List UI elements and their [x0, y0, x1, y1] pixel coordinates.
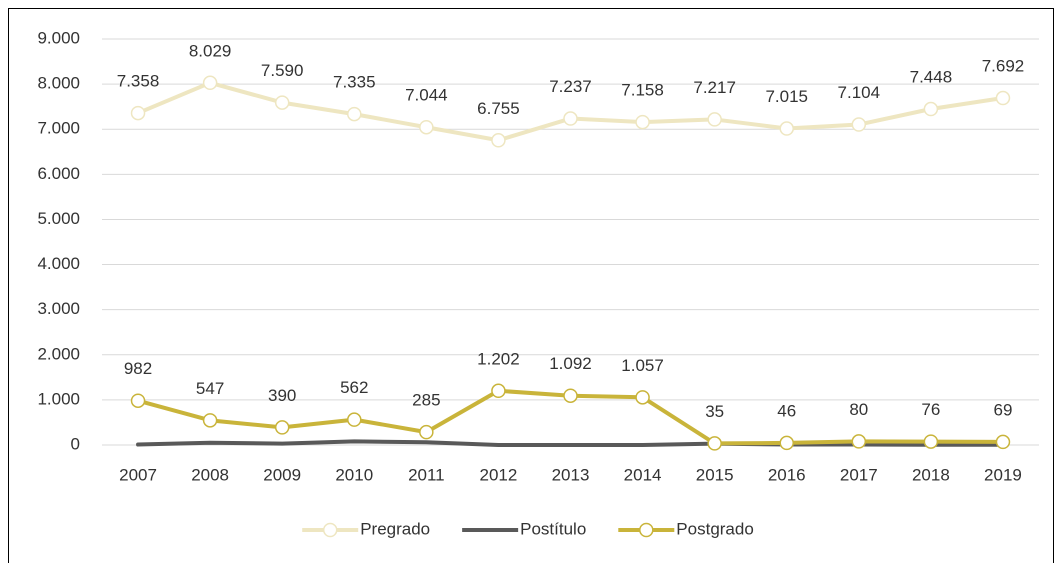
x-tick-label: 2010 [335, 465, 373, 484]
data-label: 7.217 [693, 78, 736, 97]
data-label: 547 [196, 379, 224, 398]
point-marker [635, 390, 650, 405]
data-label: 7.104 [838, 83, 881, 102]
point-marker [995, 90, 1011, 106]
point-marker [923, 434, 939, 449]
data-label: 1.057 [621, 356, 664, 375]
point-marker [202, 75, 218, 91]
point-marker [491, 133, 506, 148]
x-tick-label: 2019 [984, 465, 1022, 484]
chart-border [8, 8, 1054, 563]
x-tick-label: 2009 [263, 465, 301, 484]
data-label: 6.755 [477, 99, 520, 118]
data-label: 7.335 [333, 73, 376, 92]
y-tick-label: 9.000 [37, 28, 80, 47]
point-marker [419, 119, 434, 135]
data-label: 1.202 [477, 349, 520, 368]
data-label: 46 [777, 401, 796, 420]
point-marker [779, 121, 794, 136]
data-label: 69 [994, 400, 1013, 419]
data-label: 7.237 [549, 77, 592, 96]
legend-marker [322, 522, 338, 538]
data-label: 35 [705, 402, 724, 421]
point-marker [347, 412, 362, 427]
data-label: 80 [849, 400, 868, 419]
point-marker [707, 112, 722, 127]
data-label: 7.358 [117, 72, 160, 91]
point-marker [563, 111, 578, 126]
point-marker [202, 413, 218, 428]
x-tick-label: 2007 [119, 465, 157, 484]
data-label: 1.092 [549, 354, 592, 373]
y-tick-label: 5.000 [37, 209, 80, 228]
point-marker [491, 383, 506, 399]
point-marker [635, 114, 650, 130]
legend-label: Pregrado [360, 519, 430, 538]
data-label: 285 [412, 391, 440, 410]
x-tick-label: 2011 [408, 465, 445, 484]
point-marker [923, 101, 939, 117]
y-tick-label: 2.000 [37, 344, 80, 363]
data-label: 7.158 [621, 81, 664, 100]
y-tick-label: 3.000 [37, 299, 80, 318]
data-label: 8.029 [189, 41, 232, 60]
data-label: 7.448 [910, 67, 953, 86]
data-label: 982 [124, 359, 152, 378]
point-marker [851, 434, 867, 449]
data-label: 390 [268, 386, 296, 405]
legend-label: Postítulo [520, 519, 586, 538]
x-tick-label: 2017 [840, 465, 878, 484]
x-tick-label: 2012 [480, 465, 518, 484]
y-tick-label: 8.000 [37, 74, 80, 93]
point-marker [274, 95, 290, 110]
point-marker [419, 424, 434, 440]
legend-label: Postgrado [676, 519, 754, 538]
x-tick-label: 2013 [552, 465, 590, 484]
x-tick-label: 2008 [191, 465, 229, 484]
data-label: 7.015 [765, 87, 808, 106]
point-marker [779, 435, 794, 451]
data-label: 76 [921, 400, 940, 419]
point-marker [563, 388, 578, 403]
y-tick-label: 4.000 [37, 254, 80, 273]
x-tick-label: 2014 [624, 465, 662, 484]
y-tick-label: 0 [71, 434, 80, 453]
point-marker [347, 106, 362, 122]
point-marker [130, 393, 146, 408]
data-label: 7.590 [261, 61, 304, 80]
point-marker [274, 420, 290, 435]
data-label: 562 [340, 378, 368, 397]
x-tick-label: 2016 [768, 465, 806, 484]
point-marker [851, 117, 867, 132]
y-tick-label: 7.000 [37, 119, 80, 138]
x-tick-label: 2018 [912, 465, 950, 484]
y-tick-label: 1.000 [37, 389, 80, 408]
point-marker [995, 434, 1011, 450]
legend-marker [639, 522, 654, 538]
data-label: 7.044 [405, 86, 448, 105]
y-tick-label: 6.000 [37, 164, 80, 183]
x-tick-label: 2015 [696, 465, 734, 484]
point-marker [130, 105, 146, 121]
data-label: 7.692 [982, 56, 1025, 75]
point-marker [707, 436, 722, 451]
